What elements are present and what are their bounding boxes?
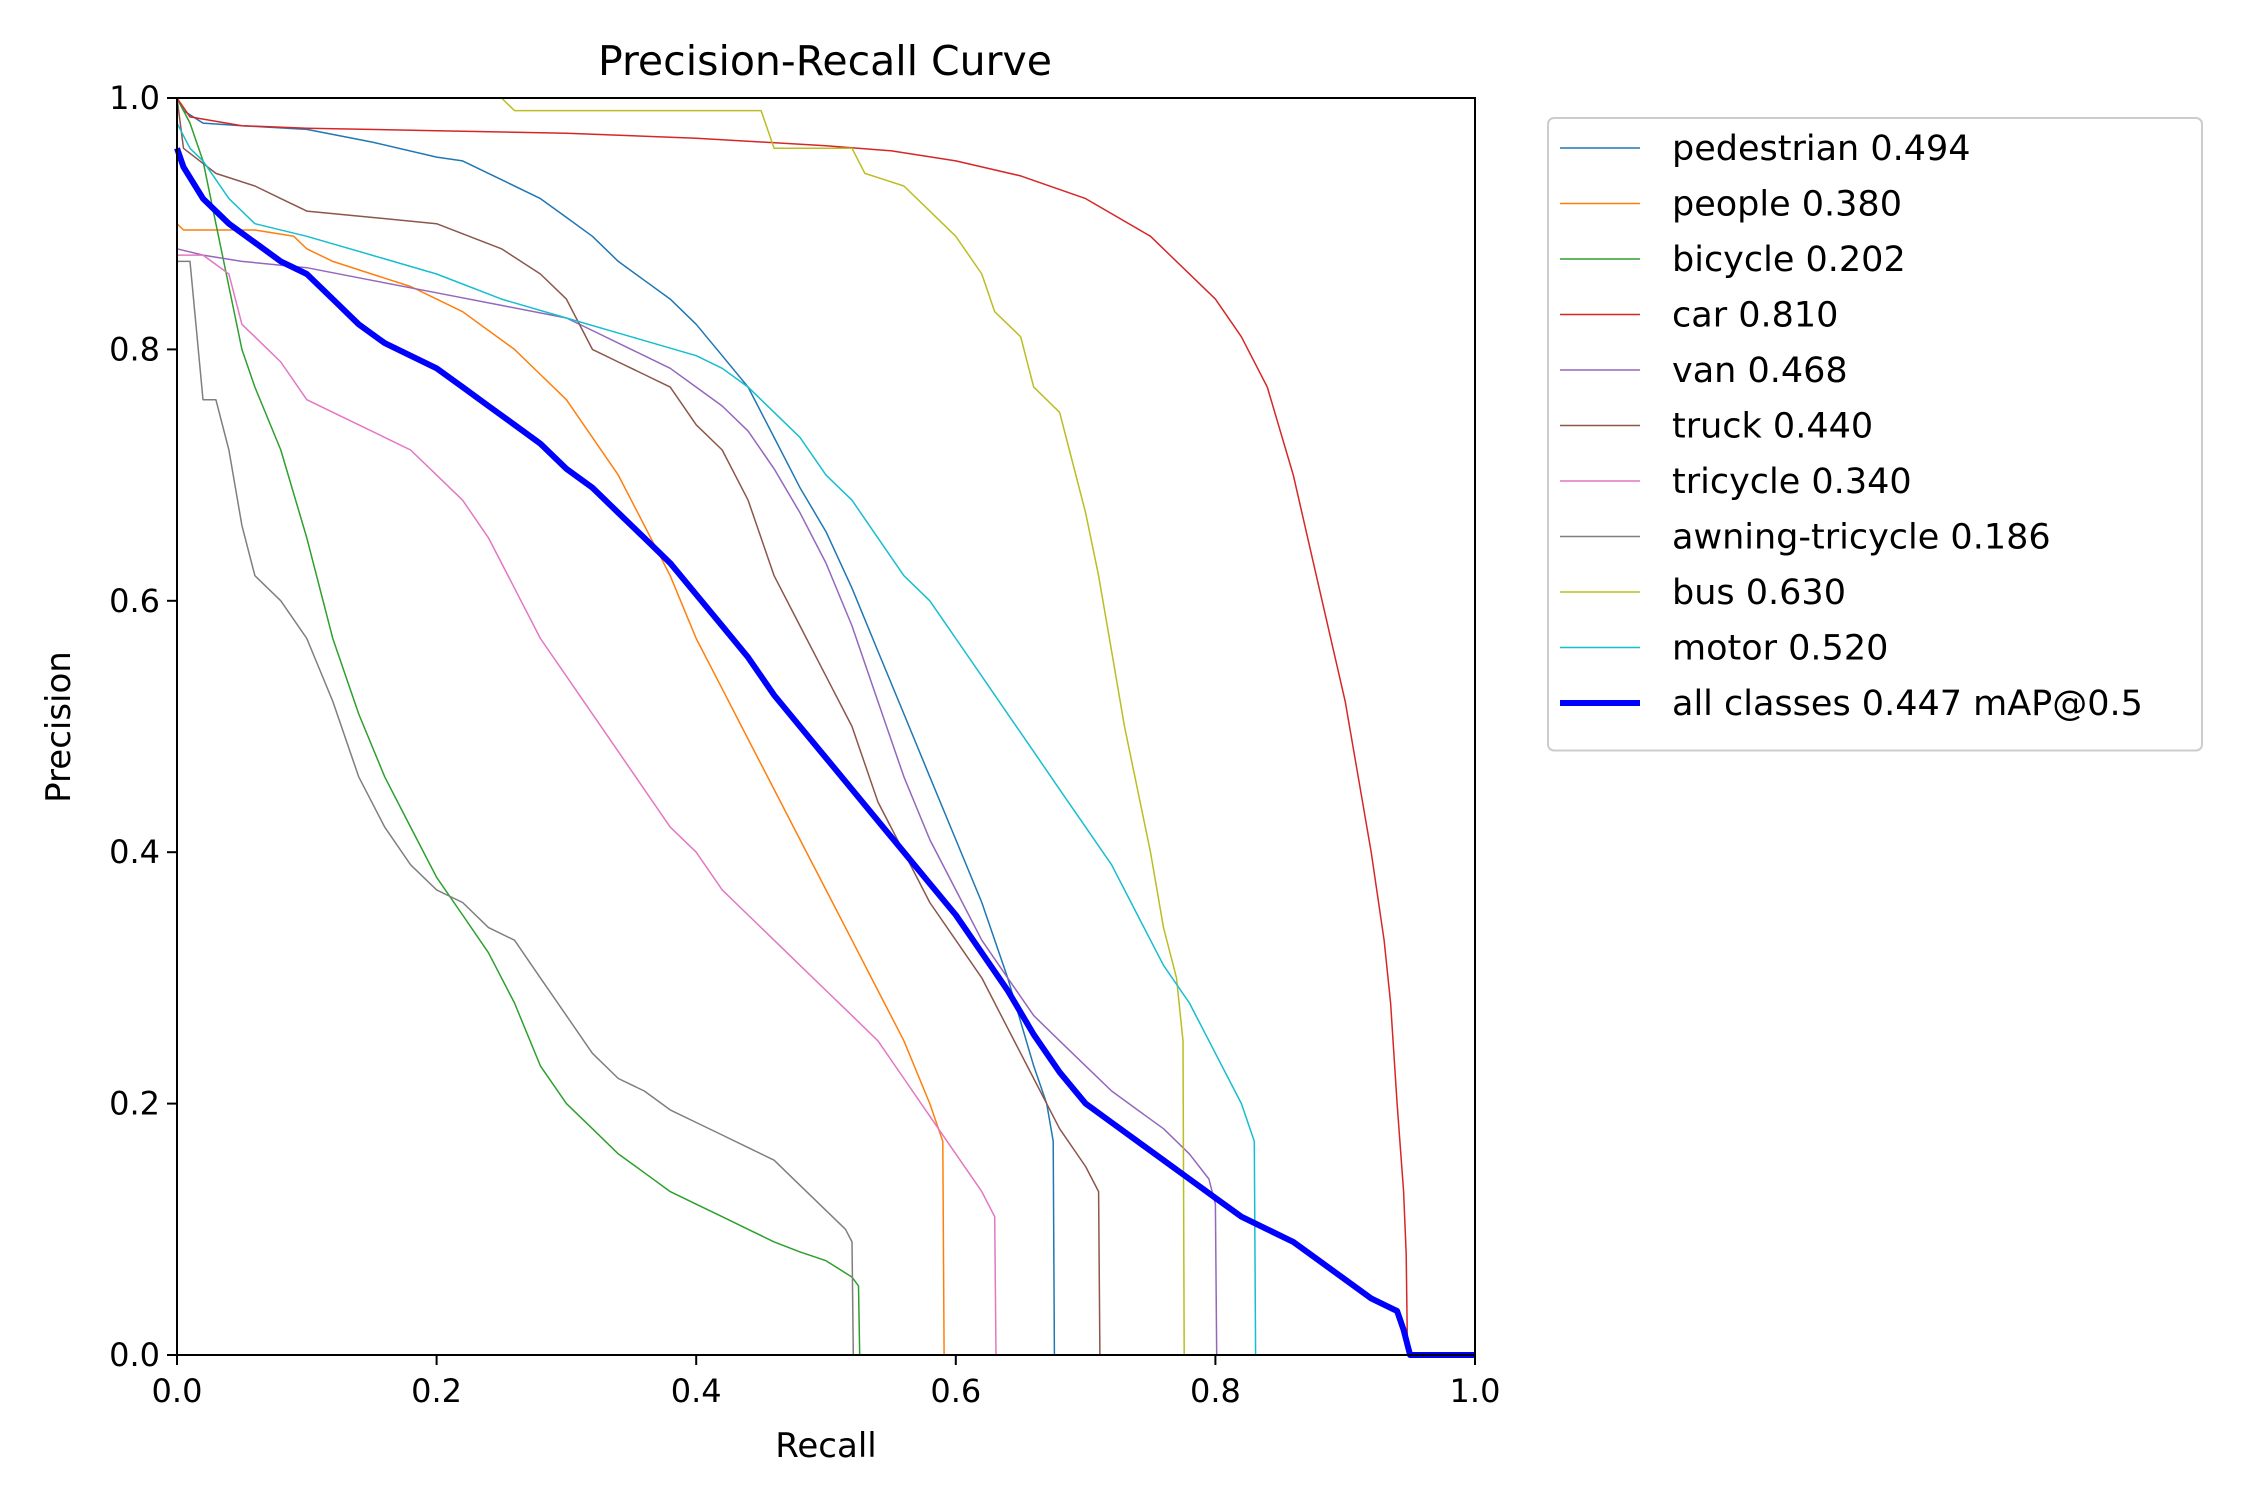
chart-title: Precision-Recall Curve [598,37,1052,85]
series-line-8 [500,97,1185,1356]
y-tick-label: 1.0 [109,79,160,117]
x-tick-label: 0.0 [152,1372,203,1410]
series-line-3 [176,97,1409,1356]
legend-entry: awning-tricycle 0.186 [1672,518,2051,558]
x-tick-label: 1.0 [1450,1372,1501,1410]
series-line-4 [176,248,1218,1356]
legend-entry: pedestrian 0.494 [1672,129,1971,169]
legend-entry: motor 0.520 [1672,629,1888,669]
legend-entry: van 0.468 [1672,351,1848,391]
legend-entry: tricycle 0.340 [1672,462,1912,502]
legend-box [1547,117,2203,752]
series-line-1 [176,223,945,1356]
legend: pedestrian 0.494 people 0.380 bicycle 0.20… [1547,117,2203,752]
y-tick-label: 0.0 [109,1336,160,1374]
plot-frame [176,97,1476,1356]
x-tick-label: 0.8 [1190,1372,1241,1410]
legend-entry: car 0.810 [1672,296,1838,336]
x-tick-label: 0.6 [930,1372,981,1410]
series-line-2 [176,97,861,1356]
series-line-9 [176,122,1257,1356]
y-axis-label: Precision [39,651,79,803]
x-tick-label: 0.4 [671,1372,722,1410]
x-axis: 0.0 0.2 0.4 0.6 0.8 1.0 [152,1355,1501,1410]
x-axis-label: Recall [775,1426,876,1466]
series-line-7 [177,260,855,1356]
plot-series [174,97,1475,1358]
y-tick-label: 0.8 [109,330,160,368]
y-tick-label: 0.2 [109,1085,160,1123]
legend-entry: all classes 0.447 mAP@0.5 [1672,684,2143,724]
x-tick-label: 0.2 [411,1372,462,1410]
series-line-10 [174,147,1475,1358]
y-axis: 0.0 0.2 0.4 0.6 0.8 1.0 [109,79,177,1374]
y-tick-label: 0.4 [109,833,160,871]
legend-entry: bicycle 0.202 [1672,240,1906,280]
legend-entry: bus 0.630 [1672,573,1846,613]
y-tick-label: 0.6 [109,582,160,620]
legend-entry: truck 0.440 [1672,407,1873,447]
series-line-0 [176,97,1056,1356]
series-line-6 [177,254,997,1356]
legend-entry: people 0.380 [1672,185,1902,225]
series-line-5 [176,97,1101,1356]
